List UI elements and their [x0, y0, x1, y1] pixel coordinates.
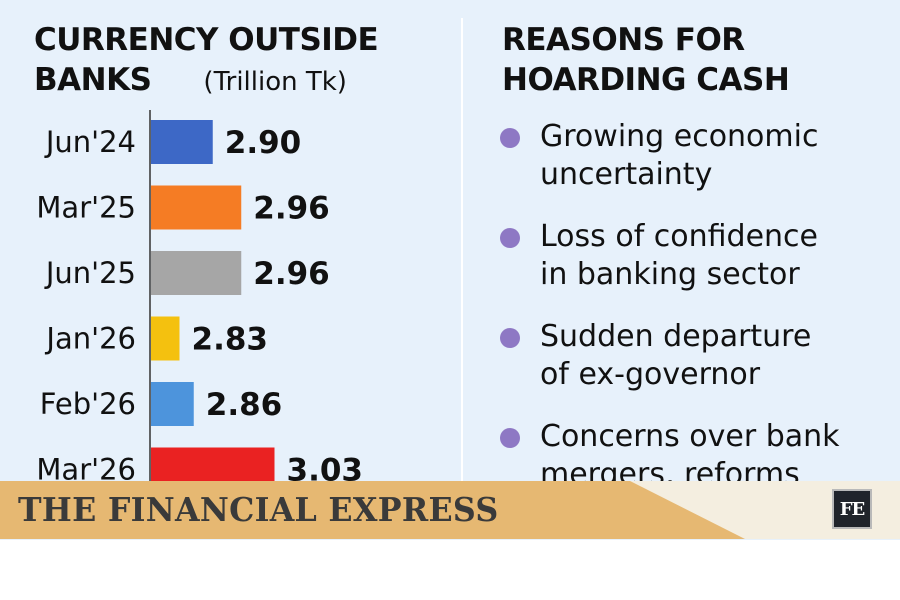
value-label: 2.96: [253, 256, 330, 292]
value-label: 2.96: [253, 191, 330, 227]
publisher-banner: THE FINANCIAL EXPRESS FE: [0, 481, 900, 539]
reasons-title: REASONS FOR HOARDING CASH: [502, 20, 882, 100]
chart-title-line1: CURRENCY OUTSIDE: [34, 22, 379, 58]
reason-text: Growing economic uncertainty: [540, 119, 819, 192]
bar: [151, 447, 275, 481]
category-label: Mar'25: [36, 191, 136, 225]
value-label: 3.03: [287, 453, 364, 482]
category-label: Jun'24: [44, 125, 136, 159]
reason-item: Sudden departure of ex-governor: [500, 318, 890, 418]
reason-item: Loss of confidence in banking sector: [500, 218, 890, 318]
reason-item: Growing economic uncertainty: [500, 118, 890, 218]
column-divider: [461, 18, 463, 488]
bullet-dot-icon: [500, 228, 520, 248]
reason-text: Loss of confidence in banking sector: [540, 219, 819, 292]
logo-text: FE: [839, 498, 865, 520]
bar: [151, 185, 242, 230]
reason-text: Sudden departure of ex-governor: [540, 319, 812, 392]
banner-band: [0, 481, 745, 539]
chart-title-line2: BANKS: [34, 62, 152, 98]
category-label: Jun'25: [44, 256, 136, 290]
bullet-dot-icon: [500, 428, 520, 448]
bar: [151, 120, 213, 164]
publisher-logo: FE: [832, 489, 872, 529]
reasons-title-line1: REASONS FOR: [502, 22, 745, 58]
bar: [151, 382, 194, 426]
category-label: Jan'26: [44, 322, 136, 356]
reasons-list: Growing economic uncertainty Loss of con…: [500, 118, 890, 518]
value-label: 2.83: [192, 322, 269, 358]
category-label: Feb'26: [40, 387, 136, 421]
bar: [151, 251, 242, 295]
value-label: 2.86: [206, 387, 283, 423]
infographic: CURRENCY OUTSIDE BANKS (Trillion Tk) Jun'…: [0, 0, 900, 540]
bar: [151, 316, 180, 361]
unit-label: (Trillion Tk): [203, 67, 347, 97]
chart-title: CURRENCY OUTSIDE BANKS (Trillion Tk): [34, 20, 454, 102]
bullet-dot-icon: [500, 328, 520, 348]
bar-chart: Jun'24 2.90 Mar'25 2.96 Jun'25 2.96 Jan'26 2.83…: [36, 110, 364, 482]
bullet-dot-icon: [500, 128, 520, 148]
reasons-title-line2: HOARDING CASH: [502, 62, 790, 98]
category-label: Mar'26: [36, 453, 136, 482]
publisher-name: THE FINANCIAL EXPRESS: [18, 490, 499, 529]
value-label: 2.90: [225, 125, 302, 161]
